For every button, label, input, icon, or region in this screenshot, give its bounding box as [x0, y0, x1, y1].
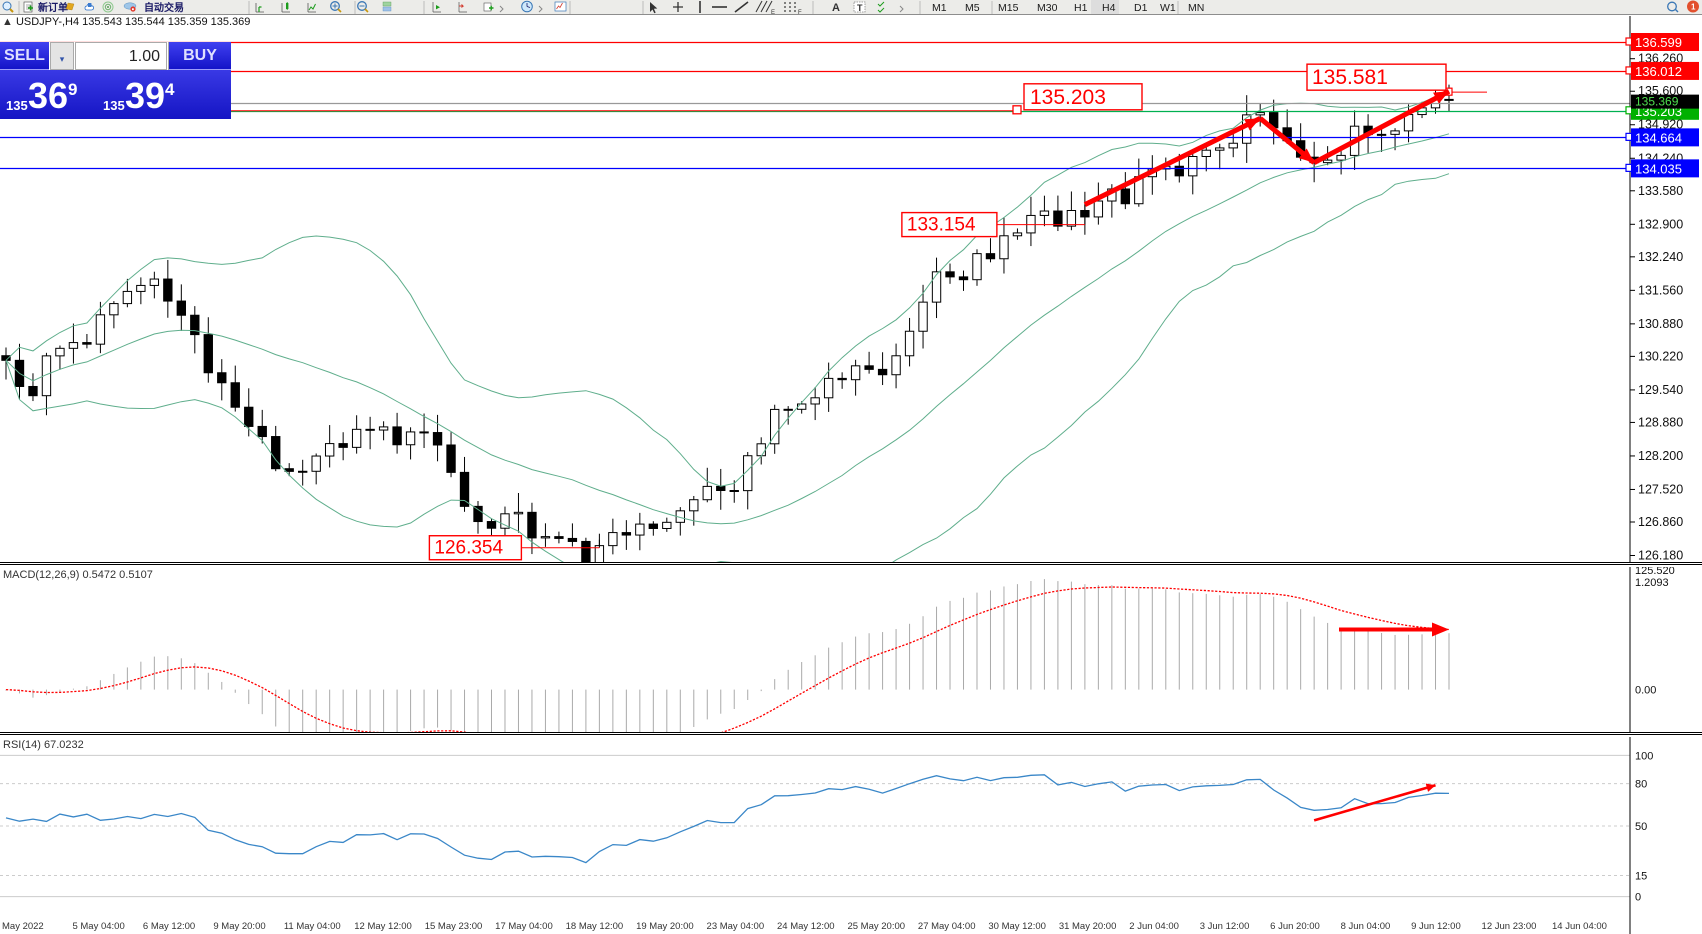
svg-text:W1: W1: [1160, 2, 1176, 14]
svg-text:135.203: 135.203: [1030, 86, 1106, 109]
svg-text:E: E: [771, 10, 775, 15]
svg-text:MN: MN: [1188, 2, 1204, 14]
svg-text:M15: M15: [998, 2, 1019, 14]
svg-text:129.540: 129.540: [1638, 383, 1683, 397]
svg-text:125.520: 125.520: [1635, 567, 1675, 577]
svg-text:134.664: 134.664: [1635, 130, 1682, 145]
svg-text:T: T: [857, 3, 863, 13]
svg-text:131.560: 131.560: [1638, 283, 1683, 297]
svg-text:自动交易: 自动交易: [144, 1, 184, 14]
svg-text:15: 15: [1635, 870, 1647, 882]
svg-text:H4: H4: [1102, 2, 1116, 14]
svg-text:126.180: 126.180: [1638, 549, 1683, 563]
svg-text:F: F: [798, 10, 802, 15]
svg-text:134.035: 134.035: [1635, 161, 1682, 176]
svg-text:0: 0: [1635, 892, 1641, 904]
svg-text:100: 100: [1635, 750, 1653, 762]
svg-text:133.154: 133.154: [907, 215, 976, 236]
svg-text:135.581: 135.581: [1312, 66, 1388, 89]
svg-text:132.240: 132.240: [1638, 250, 1683, 264]
svg-text:128.200: 128.200: [1638, 449, 1683, 463]
svg-text:1: 1: [1691, 3, 1696, 12]
svg-text:126.354: 126.354: [434, 538, 503, 559]
svg-text:126.860: 126.860: [1638, 515, 1683, 529]
svg-text:新订单: 新订单: [38, 1, 68, 14]
svg-text:127.520: 127.520: [1638, 482, 1683, 496]
svg-text:136.599: 136.599: [1635, 35, 1682, 50]
svg-text:0.00: 0.00: [1635, 685, 1656, 697]
svg-text:M5: M5: [965, 2, 980, 14]
svg-text:136.012: 136.012: [1635, 64, 1682, 79]
svg-text:M1: M1: [932, 2, 947, 14]
svg-text:130.220: 130.220: [1638, 349, 1683, 363]
svg-text:80: 80: [1635, 779, 1647, 791]
svg-text:M30: M30: [1037, 2, 1058, 14]
svg-text:132.900: 132.900: [1638, 217, 1683, 231]
svg-text:D1: D1: [1134, 2, 1148, 14]
svg-text:H1: H1: [1074, 2, 1088, 14]
svg-text:50: 50: [1635, 821, 1647, 833]
svg-text:128.880: 128.880: [1638, 415, 1683, 429]
svg-text:1.2093: 1.2093: [1635, 577, 1669, 589]
svg-text:A: A: [832, 2, 840, 14]
svg-text:130.880: 130.880: [1638, 317, 1683, 331]
svg-text:133.580: 133.580: [1638, 184, 1683, 198]
svg-text:135.369: 135.369: [1635, 95, 1679, 109]
